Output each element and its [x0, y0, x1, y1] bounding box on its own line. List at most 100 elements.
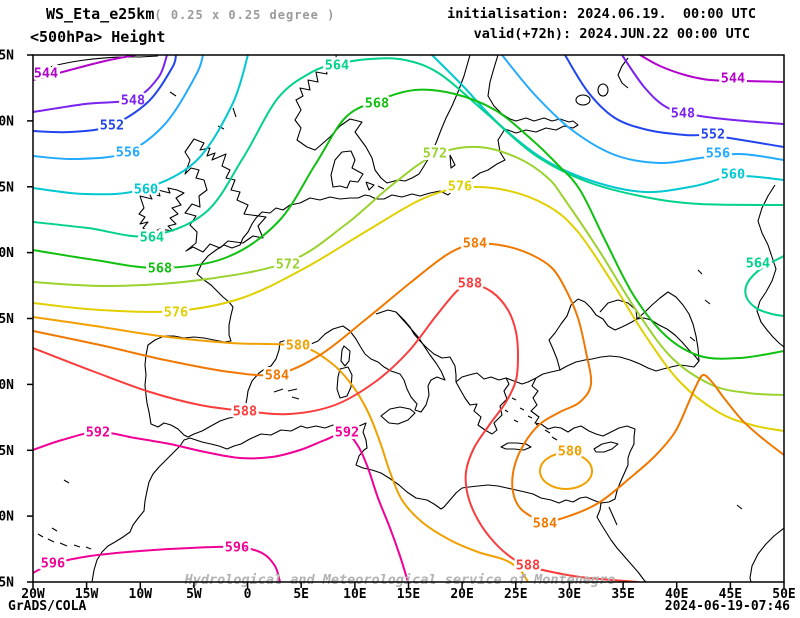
- coastline-path: [336, 366, 353, 399]
- contour-label-544: 544: [34, 66, 58, 82]
- contour-label-548: 548: [121, 93, 145, 109]
- coastline-path: [608, 506, 618, 526]
- x-tick-label-45E: 45E: [719, 587, 742, 602]
- coastline-path: [749, 527, 784, 582]
- model-name: WS_Eta_e25km: [46, 5, 155, 23]
- coastline-path: [380, 406, 416, 425]
- contour-556: [33, 55, 204, 161]
- contour-label-584: 584: [463, 236, 487, 252]
- coastline-path: [169, 91, 237, 130]
- contour-label-560: 560: [134, 182, 158, 198]
- contour-564: [744, 255, 784, 317]
- watermark-text: Hydrological and Meteorological service …: [184, 572, 616, 588]
- contour-552: [564, 55, 784, 148]
- contour-label-572: 572: [423, 146, 447, 162]
- contour-580: [33, 316, 529, 582]
- coastline-path: [37, 479, 92, 550]
- contour-label-564: 564: [325, 58, 349, 74]
- x-tick-label-25E: 25E: [504, 587, 527, 602]
- coastline-path: [144, 196, 446, 438]
- coastline-path: [273, 388, 300, 400]
- coastline-path: [34, 55, 159, 73]
- contour-label-580: 580: [286, 338, 310, 354]
- x-tick-label-40E: 40E: [665, 587, 688, 602]
- coastline-path: [138, 187, 185, 234]
- coastline-path: [756, 184, 784, 348]
- x-tick-label-20W: 20W: [21, 587, 45, 602]
- x-tick-label-50E: 50E: [772, 587, 795, 602]
- contour-label-580: 580: [558, 444, 582, 460]
- contour-560: [33, 55, 249, 196]
- contour-564: [33, 57, 784, 238]
- contour-label-568: 568: [365, 96, 389, 112]
- contour-560: [431, 55, 784, 194]
- contour-label-556: 556: [116, 145, 140, 161]
- coastline-path: [617, 57, 629, 89]
- contour-label-560: 560: [721, 167, 745, 183]
- valid-time: valid(+72h): 2024.JUN.22 00:00 UTC: [473, 26, 750, 42]
- grads-credit: GrADS/COLA: [8, 599, 87, 614]
- coastline-path: [350, 55, 579, 200]
- coastline-path: [593, 441, 619, 453]
- contour-label-592: 592: [86, 425, 110, 441]
- contour-548: [33, 55, 168, 113]
- contour-label-584: 584: [533, 516, 557, 532]
- contour-label-556: 556: [706, 146, 730, 162]
- coastline-path: [365, 181, 385, 191]
- map-layers: 544 544 548 548 552 552 556 556 560 560 564 564 564 5…: [33, 55, 784, 582]
- y-tick-label-45N: 45N: [0, 312, 14, 327]
- contour-580: [539, 452, 593, 490]
- contour-596: [33, 545, 281, 582]
- contour-label-564: 564: [140, 230, 164, 246]
- x-tick-label-5E: 5E: [293, 587, 309, 602]
- contour-label-576: 576: [448, 179, 472, 195]
- contour-552: [33, 55, 177, 134]
- contour-label-552: 552: [701, 127, 725, 143]
- creation-timestamp: 2024-06-19-07:46: [664, 599, 790, 614]
- coastline-path: [575, 83, 609, 106]
- contour-label-564: 564: [746, 256, 770, 272]
- x-tick-label-35E: 35E: [611, 587, 634, 602]
- x-tick-label-5W: 5W: [186, 587, 202, 602]
- x-tick-label-15W: 15W: [75, 587, 99, 602]
- chart-title-row: WS_Eta_e25km( 0.25 x 0.25 degree ): [46, 5, 335, 23]
- contour-label-548: 548: [671, 106, 695, 122]
- contour-label-584: 584: [265, 368, 289, 384]
- y-tick-label-65N: 65N: [0, 49, 14, 64]
- contour-556: [501, 55, 784, 165]
- coastline-path: [340, 345, 351, 367]
- contour-label-596: 596: [41, 556, 65, 572]
- coastline-path: [294, 55, 338, 148]
- contour-label-596: 596: [225, 540, 249, 556]
- initialisation-time: initialisation: 2024.06.19. 00:00 UTC: [447, 6, 756, 22]
- contour-label-572: 572: [276, 257, 300, 273]
- x-tick-label-10E: 10E: [343, 587, 366, 602]
- contour-544: [639, 55, 784, 83]
- coastline-path: [306, 55, 471, 184]
- coastline-path: [689, 269, 743, 510]
- x-tick-label-0: 0: [244, 587, 252, 602]
- coastline-path: [395, 311, 510, 435]
- coastline-path: [505, 317, 700, 385]
- coastline-path: [449, 154, 456, 169]
- x-tick-label-30E: 30E: [558, 587, 581, 602]
- y-tick-label-55N: 55N: [0, 180, 14, 195]
- level-variable-label: <500hPa> Height: [30, 28, 166, 46]
- y-tick-label-35N: 35N: [0, 444, 14, 459]
- y-tick-label-25N: 25N: [0, 576, 14, 591]
- contour-544: [33, 55, 136, 81]
- contour-568: [33, 88, 784, 360]
- contour-572: [33, 145, 784, 396]
- contour-label-588: 588: [233, 404, 257, 420]
- y-tick-label-50N: 50N: [0, 246, 14, 261]
- coastline-path: [596, 502, 647, 582]
- contour-label-552: 552: [100, 118, 124, 134]
- contour-592: [33, 430, 409, 582]
- contour-label-576: 576: [164, 305, 188, 321]
- y-tick-label-40N: 40N: [0, 378, 14, 393]
- coastline-path: [330, 150, 364, 189]
- coastline-path: [184, 138, 267, 253]
- coastline-path: [91, 377, 636, 582]
